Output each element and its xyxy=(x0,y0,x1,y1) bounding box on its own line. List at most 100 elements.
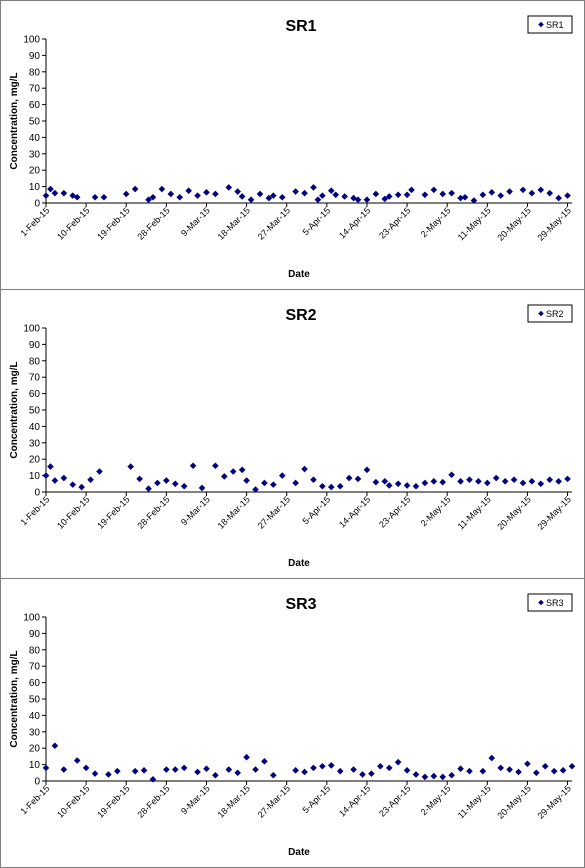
data-point xyxy=(51,189,59,197)
data-point xyxy=(336,482,344,490)
data-point xyxy=(180,764,188,772)
data-point xyxy=(327,187,335,194)
y-axis-label: Concentration, mg/L xyxy=(9,361,20,458)
chart-svg: SR3 Concentration, mg/L Date 0 10 20 30 40 50 60 7… xyxy=(9,593,576,858)
chart-panel-sr3: SR3 Concentration, mg/L Date 0 10 20 30 40 50 60 7… xyxy=(0,578,585,868)
data-point xyxy=(194,768,201,776)
y-tick-label: 10 xyxy=(29,760,41,771)
data-point xyxy=(466,767,473,775)
legend-box xyxy=(527,593,573,612)
x-tick-label: 29-May-15 xyxy=(535,783,572,820)
data-point xyxy=(314,196,322,204)
data-point xyxy=(568,762,576,770)
data-point xyxy=(127,463,134,470)
data-point xyxy=(336,767,344,775)
y-tick-label: 100 xyxy=(23,613,40,624)
data-point xyxy=(212,462,219,470)
data-point xyxy=(377,762,384,770)
data-point xyxy=(292,188,299,195)
data-point xyxy=(114,767,121,775)
data-point xyxy=(319,482,326,490)
data-point xyxy=(457,765,464,772)
data-point xyxy=(278,193,286,201)
data-point xyxy=(212,771,219,779)
data-point xyxy=(261,479,268,487)
data-point xyxy=(421,191,429,199)
data-point xyxy=(194,192,201,199)
data-point xyxy=(310,476,317,483)
data-point xyxy=(497,192,504,199)
data-point xyxy=(261,758,268,765)
data-point xyxy=(42,764,50,772)
data-point xyxy=(292,479,299,487)
data-point xyxy=(171,766,179,773)
data-point xyxy=(131,767,139,775)
data-point xyxy=(180,482,188,490)
data-point xyxy=(270,771,277,779)
y-tick-label: 40 xyxy=(29,711,41,722)
data-point xyxy=(319,192,326,199)
data-point xyxy=(42,472,50,479)
data-point xyxy=(270,481,277,488)
data-point xyxy=(466,476,473,483)
data-point xyxy=(359,771,366,778)
data-point xyxy=(368,770,375,777)
y-axis-label: Concentration, mg/L xyxy=(9,72,20,169)
chart-svg: SR1 Concentration, mg/L Date 0 10 20 30 40 50 60 7… xyxy=(9,15,573,280)
data-point xyxy=(537,480,545,488)
data-point xyxy=(225,766,233,773)
data-point xyxy=(243,477,250,484)
data-point xyxy=(96,468,103,475)
data-point xyxy=(555,194,562,202)
y-tick-label: 60 xyxy=(29,678,41,689)
x-tick-label: 11-May-15 xyxy=(456,783,493,820)
x-tick-label: 23-Apr-15 xyxy=(377,783,412,818)
data-point xyxy=(510,476,518,483)
data-point xyxy=(87,476,94,483)
data-point xyxy=(78,483,85,491)
data-point xyxy=(278,472,286,479)
data-point xyxy=(332,191,340,199)
data-point xyxy=(185,187,192,194)
data-point xyxy=(421,773,429,781)
x-axis-label: Date xyxy=(288,847,310,858)
data-point xyxy=(564,475,571,483)
data-point xyxy=(51,477,59,484)
data-point xyxy=(430,186,438,194)
y-tick-label: 0 xyxy=(34,777,40,788)
x-tick-label: 11-May-15 xyxy=(456,205,493,242)
data-point xyxy=(301,189,308,197)
y-tick-label: 10 xyxy=(29,182,41,193)
data-point xyxy=(363,196,371,204)
data-point xyxy=(136,475,143,483)
y-tick-label: 70 xyxy=(29,84,41,95)
data-point xyxy=(421,479,429,487)
data-point xyxy=(327,483,335,491)
data-point xyxy=(176,193,184,201)
data-point xyxy=(229,468,237,475)
data-point xyxy=(225,184,233,191)
data-point xyxy=(171,480,179,488)
data-point xyxy=(448,189,455,197)
y-tick-label: 90 xyxy=(29,51,41,62)
legend-marker xyxy=(538,310,544,317)
x-tick-label: 5-Apr-15 xyxy=(300,783,332,815)
y-tick-label: 100 xyxy=(23,35,40,46)
data-point xyxy=(488,189,496,196)
x-axis-label: Date xyxy=(288,558,310,569)
x-tick-label: 5-Apr-15 xyxy=(300,205,332,237)
data-point xyxy=(158,185,166,193)
data-point xyxy=(564,192,571,199)
data-point xyxy=(140,767,148,774)
data-point xyxy=(475,478,482,485)
data-point xyxy=(363,466,371,474)
y-tick-label: 70 xyxy=(29,662,41,673)
x-tick-label: 2-May-15 xyxy=(419,205,453,239)
data-point xyxy=(448,471,455,479)
data-point xyxy=(238,466,246,474)
data-point xyxy=(559,767,567,774)
data-point xyxy=(145,196,152,204)
data-point xyxy=(163,766,170,773)
y-tick-label: 40 xyxy=(29,133,41,144)
data-point xyxy=(533,769,540,777)
